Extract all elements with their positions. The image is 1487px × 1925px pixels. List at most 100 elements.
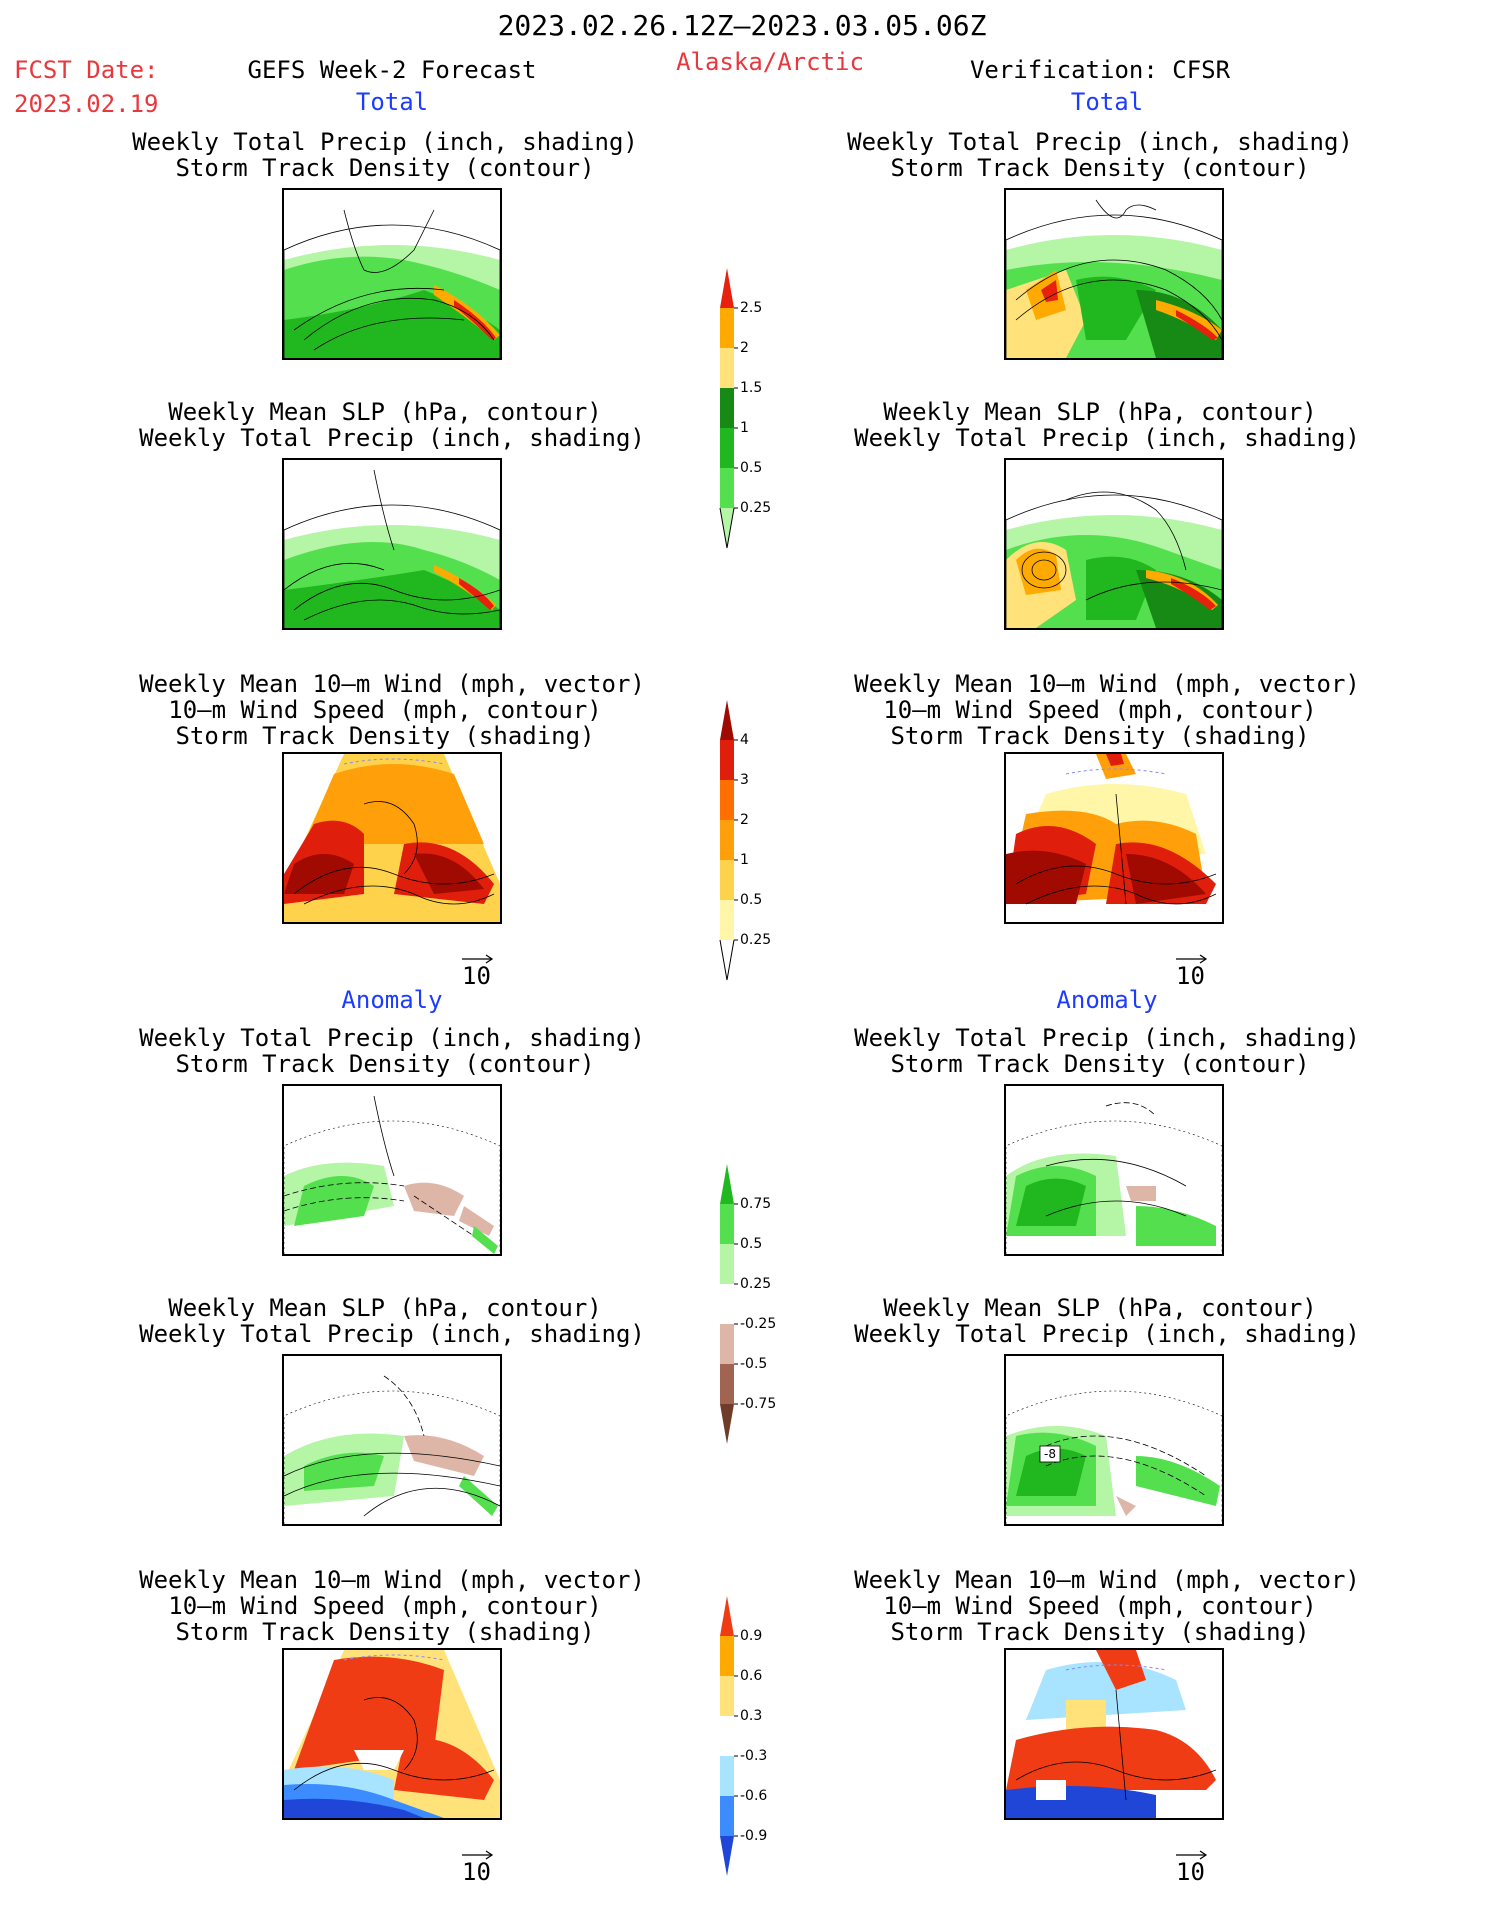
colorbar-segment bbox=[720, 1836, 734, 1876]
colorbar-segment bbox=[720, 1244, 734, 1284]
title-r2-b: Weekly Total Precip (inch, shading) bbox=[854, 424, 1360, 452]
map-total-precip-track-forecast bbox=[282, 188, 502, 360]
map-anom-precip-track-forecast bbox=[282, 1084, 502, 1256]
title-r3-c: Storm Track Density (shading) bbox=[890, 722, 1310, 750]
colorbar-outline bbox=[719, 939, 735, 981]
colorbar-label: 2.5 bbox=[740, 300, 762, 316]
colorbar-label: -0.6 bbox=[740, 1788, 767, 1804]
title-l2-b: Weekly Total Precip (inch, shading) bbox=[139, 424, 645, 452]
colorbar-label: 0.5 bbox=[740, 1236, 762, 1252]
title-l1-a: Weekly Total Precip (inch, shading) bbox=[132, 128, 638, 156]
vector-scale-label-r6: 10 bbox=[1176, 1858, 1205, 1886]
colorbar-label: 2 bbox=[740, 812, 749, 828]
title-r3-a: Weekly Mean 10–m Wind (mph, vector) bbox=[854, 670, 1360, 698]
colorbar-segment bbox=[720, 348, 734, 388]
colorbar-segment bbox=[720, 900, 734, 940]
colorbar-segment bbox=[720, 940, 734, 980]
colorbar-label: -0.3 bbox=[740, 1748, 767, 1764]
colorbar-segment bbox=[720, 468, 734, 508]
title-r4-a: Weekly Total Precip (inch, shading) bbox=[854, 1024, 1360, 1052]
colorbar-label: 3 bbox=[740, 772, 749, 788]
contour-label-minus8: -8 bbox=[1044, 1447, 1056, 1461]
colorbar-segment bbox=[720, 1756, 734, 1796]
title-l4-b: Storm Track Density (contour) bbox=[175, 1050, 595, 1078]
colorbar-segment bbox=[720, 1716, 734, 1756]
colorbar-anom-track: -0.9 -0.6 -0.3 0.3 0.6 0.9 bbox=[720, 1596, 800, 1920]
colorbar-segment bbox=[720, 860, 734, 900]
colorbar-label: 1.5 bbox=[740, 380, 762, 396]
colorbar-label: 2 bbox=[740, 340, 749, 356]
colorbar-anom-precip: -0.75 -0.5 -0.25 0.25 0.5 0.75 bbox=[720, 1164, 800, 1488]
title-r6-a: Weekly Mean 10–m Wind (mph, vector) bbox=[854, 1566, 1360, 1594]
title-l1-b: Storm Track Density (contour) bbox=[175, 154, 595, 182]
vector-scale-label-l3: 10 bbox=[462, 962, 491, 990]
map-total-precip-track-verification bbox=[1004, 188, 1224, 360]
title-r4-b: Storm Track Density (contour) bbox=[890, 1050, 1310, 1078]
colorbar-label: -0.75 bbox=[740, 1396, 776, 1412]
left-anomaly-header: Anomaly bbox=[341, 986, 443, 1014]
vector-scale-label-l6: 10 bbox=[462, 1858, 491, 1886]
title-r6-c: Storm Track Density (shading) bbox=[890, 1618, 1310, 1646]
colorbar-segment bbox=[720, 1404, 734, 1444]
right-total-header: Total bbox=[1070, 88, 1144, 116]
colorbar-segment bbox=[720, 1324, 734, 1364]
fcst-date-label: FCST Date: bbox=[14, 56, 159, 84]
map-anom-wind-track-verification bbox=[1004, 1648, 1224, 1820]
vector-scale-label-r3: 10 bbox=[1176, 962, 1205, 990]
title-r1-a: Weekly Total Precip (inch, shading) bbox=[847, 128, 1353, 156]
colorbar-segment bbox=[720, 1284, 734, 1324]
map-wind-track-forecast bbox=[282, 752, 502, 924]
colorbar-outline bbox=[719, 507, 735, 549]
colorbar-label: -0.9 bbox=[740, 1828, 767, 1844]
colorbar-segment bbox=[720, 780, 734, 820]
colorbar-label: 0.9 bbox=[740, 1628, 762, 1644]
title-l6-a: Weekly Mean 10–m Wind (mph, vector) bbox=[139, 1566, 645, 1594]
title-l3-c: Storm Track Density (shading) bbox=[175, 722, 595, 750]
colorbar-label: 0.75 bbox=[740, 1196, 771, 1212]
vector-scale-r3: 10 bbox=[1172, 950, 1212, 988]
title-l3-b: 10–m Wind Speed (mph, contour) bbox=[168, 696, 602, 724]
forecast-title: GEFS Week-2 Forecast bbox=[247, 56, 537, 84]
vector-scale-l3: 10 bbox=[458, 950, 498, 988]
title-r1-b: Storm Track Density (contour) bbox=[890, 154, 1310, 182]
title-l6-b: 10–m Wind Speed (mph, contour) bbox=[168, 1592, 602, 1620]
colorbar-segment bbox=[720, 740, 734, 780]
title-r2-a: Weekly Mean SLP (hPa, contour) bbox=[883, 398, 1317, 426]
title-l5-b: Weekly Total Precip (inch, shading) bbox=[139, 1320, 645, 1348]
colorbar-segment bbox=[720, 700, 734, 740]
colorbar-total-track: 0.25 0.5 1 2 3 4 bbox=[719, 700, 800, 1024]
colorbar-segment bbox=[720, 1164, 734, 1204]
colorbar-segment bbox=[720, 268, 734, 308]
title-r6-b: 10–m Wind Speed (mph, contour) bbox=[883, 1592, 1317, 1620]
colorbar-segment bbox=[720, 1364, 734, 1404]
vector-scale-l6: 10 bbox=[458, 1846, 498, 1884]
map-slp-precip-verification bbox=[1004, 458, 1224, 630]
colorbar-label: 0.5 bbox=[740, 460, 762, 476]
title-l6-c: Storm Track Density (shading) bbox=[175, 1618, 595, 1646]
colorbar-label: 0.3 bbox=[740, 1708, 762, 1724]
colorbar-segment bbox=[720, 428, 734, 468]
colorbar-segment bbox=[720, 1204, 734, 1244]
colorbar-segment bbox=[720, 388, 734, 428]
colorbar-label: 0.25 bbox=[740, 500, 771, 516]
colorbar-segment bbox=[720, 1796, 734, 1836]
colorbar-label: 1 bbox=[740, 420, 749, 436]
colorbar-segment bbox=[720, 1596, 734, 1636]
colorbar-segment bbox=[720, 1676, 734, 1716]
title-l2-a: Weekly Mean SLP (hPa, contour) bbox=[168, 398, 602, 426]
colorbar-label: -0.25 bbox=[740, 1316, 776, 1332]
colorbar-segment bbox=[720, 308, 734, 348]
colorbar-label: 4 bbox=[740, 732, 749, 748]
right-anomaly-header: Anomaly bbox=[1056, 986, 1158, 1014]
map-anom-slp-precip-forecast bbox=[282, 1354, 502, 1526]
colorbar-label: 0.25 bbox=[740, 1276, 771, 1292]
map-slp-precip-forecast bbox=[282, 458, 502, 630]
colorbar-segment bbox=[720, 508, 734, 548]
colorbar-label: 0.6 bbox=[740, 1668, 762, 1684]
title-l4-a: Weekly Total Precip (inch, shading) bbox=[139, 1024, 645, 1052]
colorbar-label: 1 bbox=[740, 852, 749, 868]
colorbar-segment bbox=[720, 820, 734, 860]
colorbar-total-precip: 0.25 0.5 1 1.5 2 2.5 bbox=[719, 268, 800, 592]
vector-scale-r6: 10 bbox=[1172, 1846, 1212, 1884]
map-wind-track-verification bbox=[1004, 752, 1224, 924]
